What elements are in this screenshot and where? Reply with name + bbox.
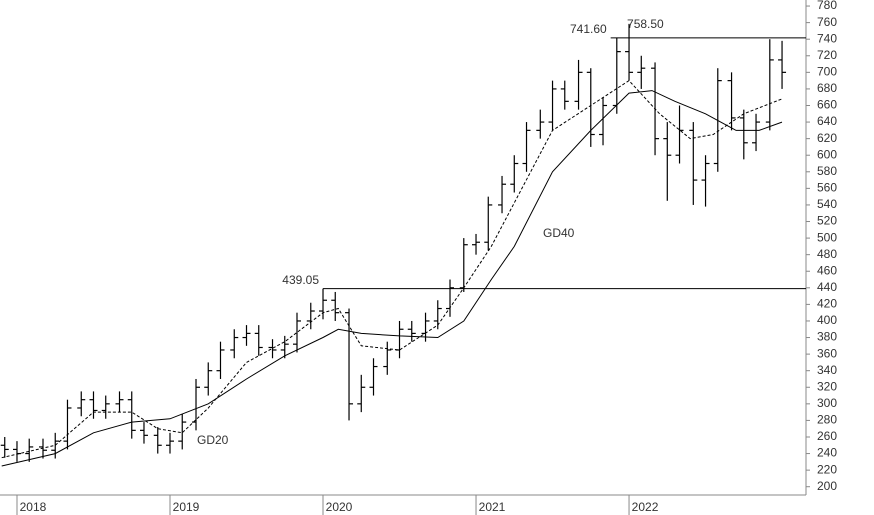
y-tick-label: 780 [817,0,837,12]
overlay-label: GD40 [543,226,575,240]
y-tick-label: 300 [817,396,837,410]
overlay-label: GD20 [197,433,229,447]
y-tick-label: 360 [817,346,837,360]
y-tick-label: 260 [817,429,837,443]
level-label: 741.60 [570,22,607,36]
y-tick-label: 720 [817,48,837,62]
y-tick-label: 540 [817,197,837,211]
y-tick-label: 240 [817,446,837,460]
y-tick-label: 600 [817,147,837,161]
y-tick-label: 440 [817,280,837,294]
y-tick-label: 580 [817,164,837,178]
y-tick-label: 620 [817,131,837,145]
y-tick-label: 380 [817,330,837,344]
y-tick-label: 480 [817,247,837,261]
level-label: 439.05 [282,273,319,287]
x-tick-label: 2021 [479,500,506,514]
y-tick-label: 280 [817,413,837,427]
y-tick-label: 520 [817,214,837,228]
y-tick-label: 740 [817,31,837,45]
peak-label: 758.50 [627,17,664,31]
y-tick-label: 200 [817,479,837,493]
x-tick-label: 2020 [326,500,353,514]
y-tick-label: 340 [817,363,837,377]
y-tick-label: 560 [817,181,837,195]
x-tick-label: 2019 [173,500,200,514]
y-tick-label: 760 [817,15,837,29]
moving-average [1,90,783,467]
y-tick-label: 680 [817,81,837,95]
x-tick-label: 2018 [20,500,47,514]
y-tick-label: 460 [817,263,837,277]
y-tick-label: 420 [817,297,837,311]
y-tick-label: 220 [817,462,837,476]
y-tick-label: 500 [817,230,837,244]
moving-average [1,79,783,459]
y-tick-label: 660 [817,98,837,112]
y-tick-label: 320 [817,379,837,393]
y-tick-label: 400 [817,313,837,327]
y-tick-label: 640 [817,114,837,128]
x-tick-label: 2022 [632,500,659,514]
y-tick-label: 700 [817,65,837,79]
